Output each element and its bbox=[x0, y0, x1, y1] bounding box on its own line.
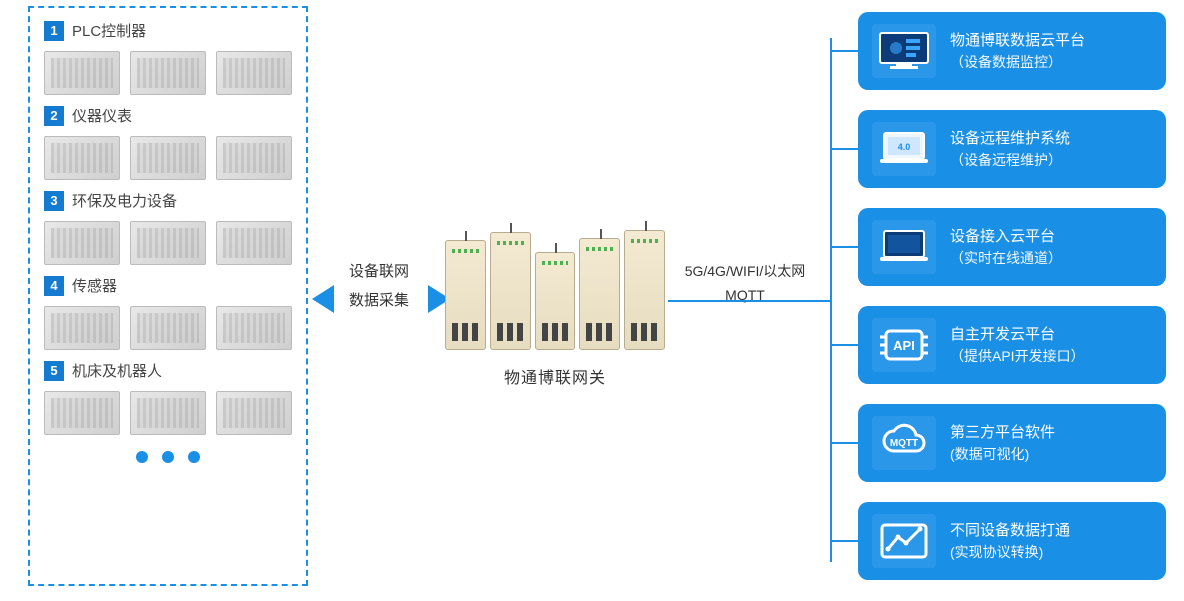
category-title: PLC控制器 bbox=[72, 20, 146, 41]
device-image bbox=[44, 306, 120, 350]
card-text: 第三方平台软件(数据可视化) bbox=[950, 422, 1055, 464]
card-subtitle: (数据可视化) bbox=[950, 444, 1055, 464]
mid-label-2: 数据采集 bbox=[316, 287, 442, 316]
device-image bbox=[44, 136, 120, 180]
gateway-device bbox=[490, 232, 531, 350]
device-image bbox=[216, 51, 292, 95]
category-title: 环保及电力设备 bbox=[72, 190, 177, 211]
connector-branch bbox=[830, 246, 858, 248]
conn-label-1: 5G/4G/WIFI/以太网 bbox=[670, 260, 820, 284]
laptop-cloud-icon bbox=[872, 220, 936, 274]
device-image bbox=[44, 391, 120, 435]
card-title: 不同设备数据打通 bbox=[950, 520, 1070, 542]
device-image bbox=[130, 306, 206, 350]
platform-cards-column: 物通博联数据云平台（设备数据监控） 设备远程维护系统（设备远程维护） 设备接入云平台… bbox=[858, 12, 1166, 580]
api-chip-icon bbox=[872, 318, 936, 372]
category-images bbox=[44, 387, 292, 439]
gateway-block: 物通博联网关 bbox=[445, 230, 665, 388]
device-image bbox=[130, 221, 206, 265]
connector-branch bbox=[830, 344, 858, 346]
device-image bbox=[216, 391, 292, 435]
category-number: 2 bbox=[44, 106, 64, 126]
laptop-remote-icon bbox=[872, 122, 936, 176]
platform-card: 第三方平台软件(数据可视化) bbox=[858, 404, 1166, 482]
mid-label-1: 设备联网 bbox=[316, 258, 442, 287]
card-text: 设备接入云平台（实时在线通道） bbox=[950, 226, 1062, 268]
pager-dot[interactable] bbox=[162, 451, 174, 463]
gateway-device bbox=[445, 240, 486, 350]
connector-trunk bbox=[668, 300, 830, 302]
category-images bbox=[44, 132, 292, 184]
connector-spine bbox=[830, 38, 832, 562]
card-title: 第三方平台软件 bbox=[950, 422, 1055, 444]
card-title: 自主开发云平台 bbox=[950, 324, 1085, 346]
platform-card: 设备接入云平台（实时在线通道） bbox=[858, 208, 1166, 286]
pager-dots bbox=[44, 451, 292, 463]
gateway-caption: 物通博联网关 bbox=[445, 364, 665, 388]
gateway-device bbox=[624, 230, 665, 350]
device-image bbox=[44, 221, 120, 265]
device-image bbox=[44, 51, 120, 95]
gateway-device bbox=[535, 252, 576, 350]
category-title: 机床及机器人 bbox=[72, 360, 162, 381]
device-image bbox=[216, 136, 292, 180]
card-title: 设备远程维护系统 bbox=[950, 128, 1070, 150]
device-category: 5 机床及机器人 bbox=[44, 360, 292, 439]
device-category: 3 环保及电力设备 bbox=[44, 190, 292, 269]
conn-label-2: MQTT bbox=[670, 284, 820, 308]
card-text: 不同设备数据打通(实现协议转换) bbox=[950, 520, 1070, 562]
connector-branch bbox=[830, 540, 858, 542]
card-subtitle: （设备数据监控） bbox=[950, 52, 1085, 72]
pager-dot[interactable] bbox=[188, 451, 200, 463]
platform-card: 不同设备数据打通(实现协议转换) bbox=[858, 502, 1166, 580]
card-title: 设备接入云平台 bbox=[950, 226, 1062, 248]
card-text: 物通博联数据云平台（设备数据监控） bbox=[950, 30, 1085, 72]
gateway-devices bbox=[445, 230, 665, 350]
device-categories-panel: 1 PLC控制器 2 仪器仪表 3 环保及电力设备 4 传感器 5 机床及机器人 bbox=[28, 6, 308, 586]
card-subtitle: （设备远程维护） bbox=[950, 150, 1070, 170]
gateway-device bbox=[579, 238, 620, 350]
category-images bbox=[44, 47, 292, 99]
pager-dot[interactable] bbox=[136, 451, 148, 463]
card-text: 设备远程维护系统（设备远程维护） bbox=[950, 128, 1070, 170]
mqtt-cloud-icon bbox=[872, 416, 936, 470]
card-title: 物通博联数据云平台 bbox=[950, 30, 1085, 52]
device-image bbox=[130, 51, 206, 95]
device-image bbox=[216, 221, 292, 265]
line-chart-icon bbox=[872, 514, 936, 568]
card-subtitle: (实现协议转换) bbox=[950, 542, 1070, 562]
device-category: 2 仪器仪表 bbox=[44, 105, 292, 184]
category-title: 仪器仪表 bbox=[72, 105, 132, 126]
monitor-dashboard-icon bbox=[872, 24, 936, 78]
platform-card: 设备远程维护系统（设备远程维护） bbox=[858, 110, 1166, 188]
card-text: 自主开发云平台（提供API开发接口） bbox=[950, 324, 1085, 366]
connector-branch bbox=[830, 442, 858, 444]
device-image bbox=[130, 136, 206, 180]
category-images bbox=[44, 302, 292, 354]
mid-labels: 设备联网 数据采集 bbox=[316, 258, 442, 315]
category-number: 3 bbox=[44, 191, 64, 211]
category-number: 5 bbox=[44, 361, 64, 381]
category-images bbox=[44, 217, 292, 269]
card-subtitle: （实时在线通道） bbox=[950, 248, 1062, 268]
platform-card: 物通博联数据云平台（设备数据监控） bbox=[858, 12, 1166, 90]
connector-branch bbox=[830, 50, 858, 52]
device-category: 4 传感器 bbox=[44, 275, 292, 354]
category-number: 1 bbox=[44, 21, 64, 41]
category-number: 4 bbox=[44, 276, 64, 296]
device-category: 1 PLC控制器 bbox=[44, 20, 292, 99]
card-subtitle: （提供API开发接口） bbox=[950, 346, 1085, 366]
device-image bbox=[216, 306, 292, 350]
category-title: 传感器 bbox=[72, 275, 117, 296]
connector-branch bbox=[830, 148, 858, 150]
device-image bbox=[130, 391, 206, 435]
platform-card: 自主开发云平台（提供API开发接口） bbox=[858, 306, 1166, 384]
